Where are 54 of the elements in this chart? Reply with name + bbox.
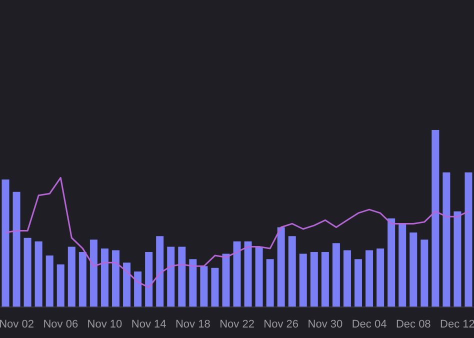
x-tick-label: Nov 18 xyxy=(175,318,210,330)
x-tick-label: Nov 22 xyxy=(220,318,254,330)
bar xyxy=(211,268,219,307)
bar xyxy=(288,236,296,307)
bar xyxy=(24,238,32,307)
bar xyxy=(299,254,307,307)
bar xyxy=(2,180,10,307)
bar xyxy=(56,264,64,307)
bar xyxy=(34,241,42,307)
x-tick-label: Dec 12 xyxy=(440,318,474,330)
bar xyxy=(420,240,428,307)
bar xyxy=(398,224,406,307)
bar xyxy=(442,172,450,307)
x-tick-label: Dec 08 xyxy=(396,318,431,330)
bar xyxy=(112,250,120,307)
bar xyxy=(68,246,76,307)
bar xyxy=(12,192,20,307)
bar xyxy=(244,241,252,307)
bar xyxy=(464,172,472,307)
bar xyxy=(145,252,153,307)
bar xyxy=(156,236,164,307)
bar xyxy=(432,130,440,307)
bar xyxy=(388,218,396,307)
bar xyxy=(100,248,108,307)
bar xyxy=(255,246,263,307)
x-tick-label: Nov 14 xyxy=(131,318,166,330)
bar xyxy=(167,246,175,307)
bar xyxy=(332,243,340,307)
bar xyxy=(123,262,131,307)
bar xyxy=(233,241,241,307)
bar xyxy=(310,252,318,307)
bar xyxy=(90,240,98,307)
bar xyxy=(343,250,351,307)
bar xyxy=(189,259,197,307)
bar xyxy=(178,246,186,307)
x-tick-label: Nov 10 xyxy=(87,318,122,330)
bar xyxy=(78,252,86,307)
bar xyxy=(454,211,462,307)
x-tick-label: Nov 30 xyxy=(308,318,343,330)
bar xyxy=(410,232,418,307)
bar xyxy=(354,259,362,307)
bar xyxy=(366,250,374,307)
bar xyxy=(321,252,329,307)
bar xyxy=(134,271,142,307)
bar xyxy=(277,227,285,307)
bar xyxy=(376,248,384,307)
bar xyxy=(266,259,274,307)
x-tick-label: Nov 06 xyxy=(43,318,78,330)
bar xyxy=(46,256,54,307)
bar xyxy=(222,254,230,307)
x-tick-label: Nov 02 xyxy=(0,318,34,330)
x-tick-label: Dec 04 xyxy=(352,318,387,330)
x-tick-label: Nov 26 xyxy=(264,318,299,330)
bar xyxy=(200,266,208,307)
